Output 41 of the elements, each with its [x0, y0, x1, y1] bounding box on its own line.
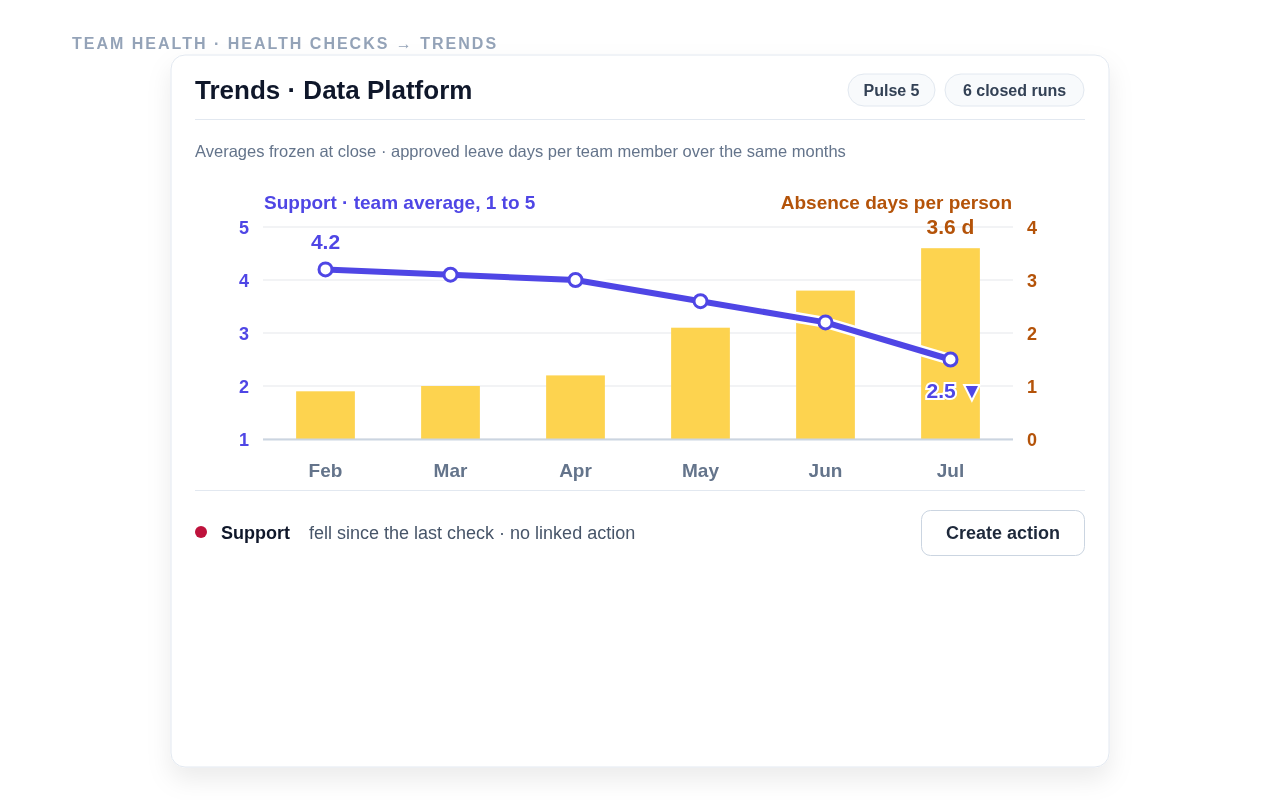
y-tick-label: 5: [238, 218, 249, 238]
x-tick-label: Apr: [559, 460, 593, 481]
x-tick-label: Jul: [936, 460, 965, 481]
text: TEAM HEALTH · HEALTH CHECKS → TRENDS: [72, 35, 499, 52]
text: Pulse 5: [863, 82, 920, 99]
text: 6 closed runs: [962, 82, 1067, 99]
y-axis-title: Support · team average, 1 to 5: [264, 192, 536, 213]
text: fell since the last check · no linked action: [309, 523, 636, 543]
x-tick-label: Feb: [308, 460, 343, 481]
bar: [921, 248, 980, 439]
data-label: 4.2: [310, 230, 341, 254]
y2-tick-label: 0: [1027, 430, 1038, 450]
y2-tick-label: 1: [1027, 377, 1038, 397]
point: [942, 351, 959, 368]
bar: [546, 375, 605, 439]
chart-subtitle: Averages frozen at close · approved leave days per team member over the same months: [195, 142, 846, 160]
chart-title: Trends · Data Platform: [195, 75, 473, 105]
y-tick-label: 4: [238, 271, 249, 291]
y2-tick-label: 4: [1027, 218, 1038, 238]
y-tick-label: 2: [238, 377, 249, 397]
point: [817, 314, 834, 331]
y2-tick-label: 2: [1027, 324, 1038, 344]
x-tick-label: Mar: [433, 460, 468, 481]
bar: [796, 290, 855, 439]
y2-axis-title: Absence days per person: [780, 192, 1012, 213]
point: [442, 266, 459, 283]
x-tick-label: Jun: [808, 460, 843, 481]
point: [567, 272, 584, 288]
bar: [296, 391, 355, 439]
y-tick-label: 3: [238, 324, 249, 344]
y2-tick-label: 3: [1027, 271, 1038, 291]
text: Support: [221, 523, 290, 543]
data-label: 2.5 ▼: [926, 378, 983, 402]
x-tick-label: May: [682, 460, 720, 481]
data-label: 3.6 d: [926, 215, 975, 239]
y-tick-label: 1: [238, 430, 249, 450]
bar: [671, 327, 730, 439]
text: Create action: [945, 523, 1061, 543]
point: [317, 261, 334, 278]
bar: [421, 386, 480, 439]
point: [692, 293, 709, 310]
